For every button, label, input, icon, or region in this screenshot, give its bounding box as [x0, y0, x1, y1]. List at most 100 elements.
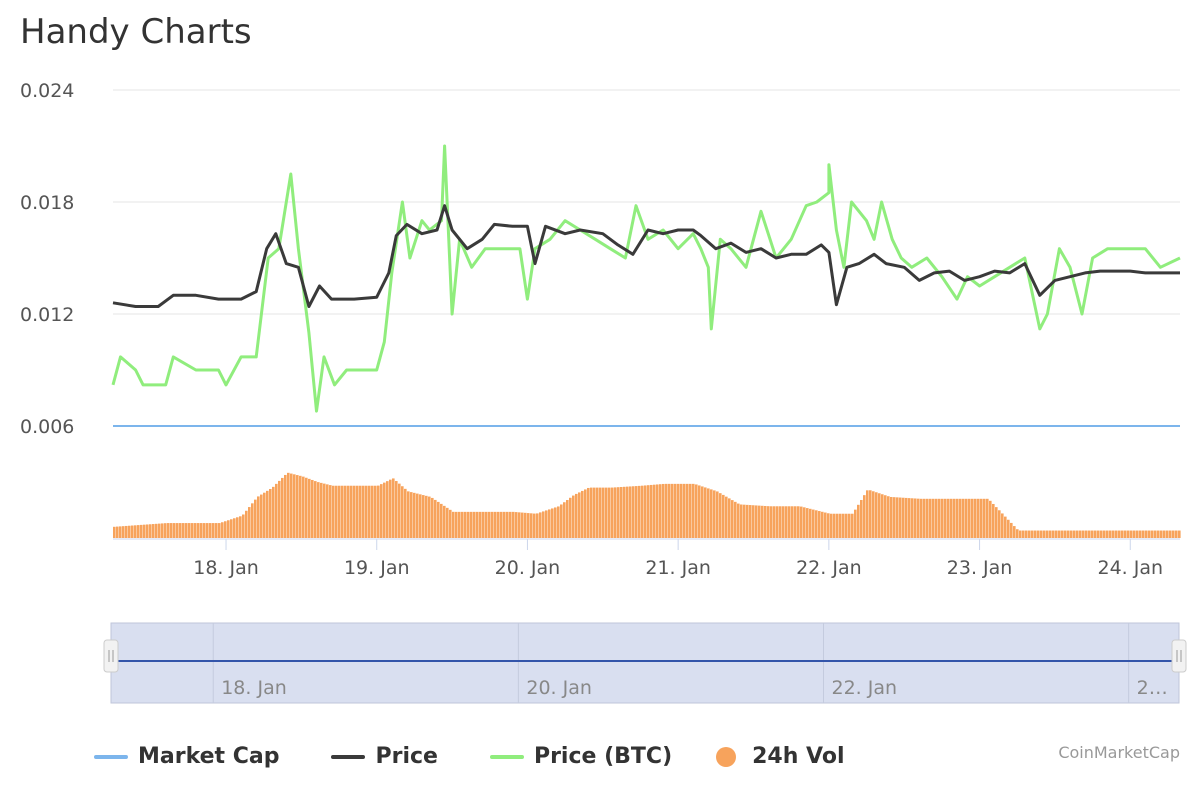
volume-bar[interactable]: [1019, 530, 1022, 538]
volume-bar[interactable]: [371, 485, 374, 538]
volume-bar[interactable]: [734, 501, 737, 538]
volume-bar[interactable]: [854, 509, 857, 538]
volume-bar[interactable]: [1082, 530, 1085, 538]
volume-bar[interactable]: [314, 481, 317, 538]
volume-bar[interactable]: [185, 523, 188, 538]
volume-bar[interactable]: [722, 494, 725, 538]
volume-bar[interactable]: [686, 483, 689, 538]
volume-bar[interactable]: [890, 496, 893, 538]
legend-item-market-cap[interactable]: Market Cap: [94, 744, 279, 769]
volume-bar[interactable]: [134, 525, 137, 538]
volume-bar[interactable]: [302, 476, 305, 538]
volume-bar[interactable]: [995, 507, 998, 538]
volume-bar[interactable]: [1061, 530, 1064, 538]
volume-bar[interactable]: [392, 478, 395, 538]
volume-bar[interactable]: [1133, 530, 1136, 538]
volume-bar[interactable]: [740, 504, 743, 538]
volume-bar[interactable]: [161, 523, 164, 538]
volume-bar[interactable]: [209, 523, 212, 538]
volume-bar[interactable]: [254, 499, 257, 538]
volume-bar[interactable]: [116, 526, 119, 538]
volume-bar[interactable]: [590, 487, 593, 538]
volume-bar[interactable]: [293, 474, 296, 538]
volume-bar[interactable]: [206, 523, 209, 538]
volume-bar[interactable]: [677, 483, 680, 538]
volume-bar[interactable]: [878, 493, 881, 538]
volume-bar[interactable]: [587, 487, 590, 538]
volume-bar[interactable]: [818, 511, 821, 538]
volume-bar[interactable]: [896, 497, 899, 538]
volume-bar[interactable]: [641, 485, 644, 538]
volume-bar[interactable]: [941, 498, 944, 538]
volume-bar[interactable]: [200, 523, 203, 538]
volume-bar[interactable]: [1172, 530, 1175, 538]
volume-bar[interactable]: [281, 477, 284, 538]
volume-bar[interactable]: [1142, 530, 1145, 538]
volume-bar[interactable]: [329, 485, 332, 538]
volume-bar[interactable]: [1166, 530, 1169, 538]
volume-bar[interactable]: [545, 510, 548, 538]
volume-bar[interactable]: [266, 490, 269, 538]
volume-bar[interactable]: [1091, 530, 1094, 538]
volume-bar[interactable]: [395, 481, 398, 538]
volume-bar[interactable]: [746, 504, 749, 538]
volume-bar[interactable]: [494, 511, 497, 538]
volume-bar[interactable]: [704, 487, 707, 538]
volume-bar[interactable]: [1022, 530, 1025, 538]
volume-bar[interactable]: [860, 499, 863, 538]
volume-bar[interactable]: [332, 485, 335, 538]
volume-bar[interactable]: [575, 493, 578, 538]
volume-bar[interactable]: [320, 482, 323, 538]
volume-bar[interactable]: [1097, 530, 1100, 538]
volume-bar[interactable]: [851, 513, 854, 538]
volume-bar[interactable]: [728, 498, 731, 538]
volume-bar[interactable]: [980, 498, 983, 538]
volume-bar[interactable]: [998, 510, 1001, 538]
volume-bar[interactable]: [788, 506, 791, 538]
volume-bar[interactable]: [821, 511, 824, 538]
volume-bar[interactable]: [1094, 530, 1097, 538]
volume-bar[interactable]: [518, 512, 521, 538]
volume-bar[interactable]: [524, 512, 527, 538]
volume-bar[interactable]: [965, 498, 968, 538]
volume-bar[interactable]: [500, 511, 503, 538]
volume-bar[interactable]: [389, 479, 392, 538]
volume-bar[interactable]: [911, 498, 914, 538]
volume-bar[interactable]: [326, 484, 329, 538]
volume-bar[interactable]: [1055, 530, 1058, 538]
volume-bar[interactable]: [374, 485, 377, 538]
volume-bar[interactable]: [572, 495, 575, 538]
volume-bar[interactable]: [680, 483, 683, 538]
volume-bar[interactable]: [992, 503, 995, 538]
volume-bar[interactable]: [743, 504, 746, 538]
volume-bar[interactable]: [815, 510, 818, 538]
volume-bar[interactable]: [1148, 530, 1151, 538]
volume-bar[interactable]: [164, 523, 167, 538]
volume-bar[interactable]: [716, 491, 719, 538]
volume-bar[interactable]: [797, 506, 800, 538]
volume-bar[interactable]: [506, 511, 509, 538]
volume-bar[interactable]: [305, 477, 308, 538]
volume-bar[interactable]: [737, 503, 740, 538]
volume-bar[interactable]: [425, 495, 428, 538]
volume-bar[interactable]: [626, 486, 629, 538]
volume-bar[interactable]: [125, 525, 128, 538]
volume-bar[interactable]: [671, 483, 674, 538]
volume-bar[interactable]: [560, 504, 563, 538]
volume-bar[interactable]: [434, 499, 437, 538]
navigator-window[interactable]: [110, 622, 1180, 704]
volume-bar[interactable]: [1136, 530, 1139, 538]
volume-bar[interactable]: [974, 498, 977, 538]
volume-bar[interactable]: [812, 509, 815, 538]
volume-bar[interactable]: [1169, 530, 1172, 538]
volume-bar[interactable]: [404, 488, 407, 538]
volume-bar[interactable]: [401, 486, 404, 538]
price-series[interactable]: [112, 204, 1180, 308]
volume-bar[interactable]: [902, 497, 905, 538]
volume-bar[interactable]: [971, 498, 974, 538]
volume-bar[interactable]: [365, 485, 368, 538]
volume-bar[interactable]: [611, 487, 614, 538]
volume-bar[interactable]: [380, 484, 383, 538]
volume-bar[interactable]: [989, 500, 992, 538]
price-btc-series[interactable]: [111, 144, 1181, 413]
